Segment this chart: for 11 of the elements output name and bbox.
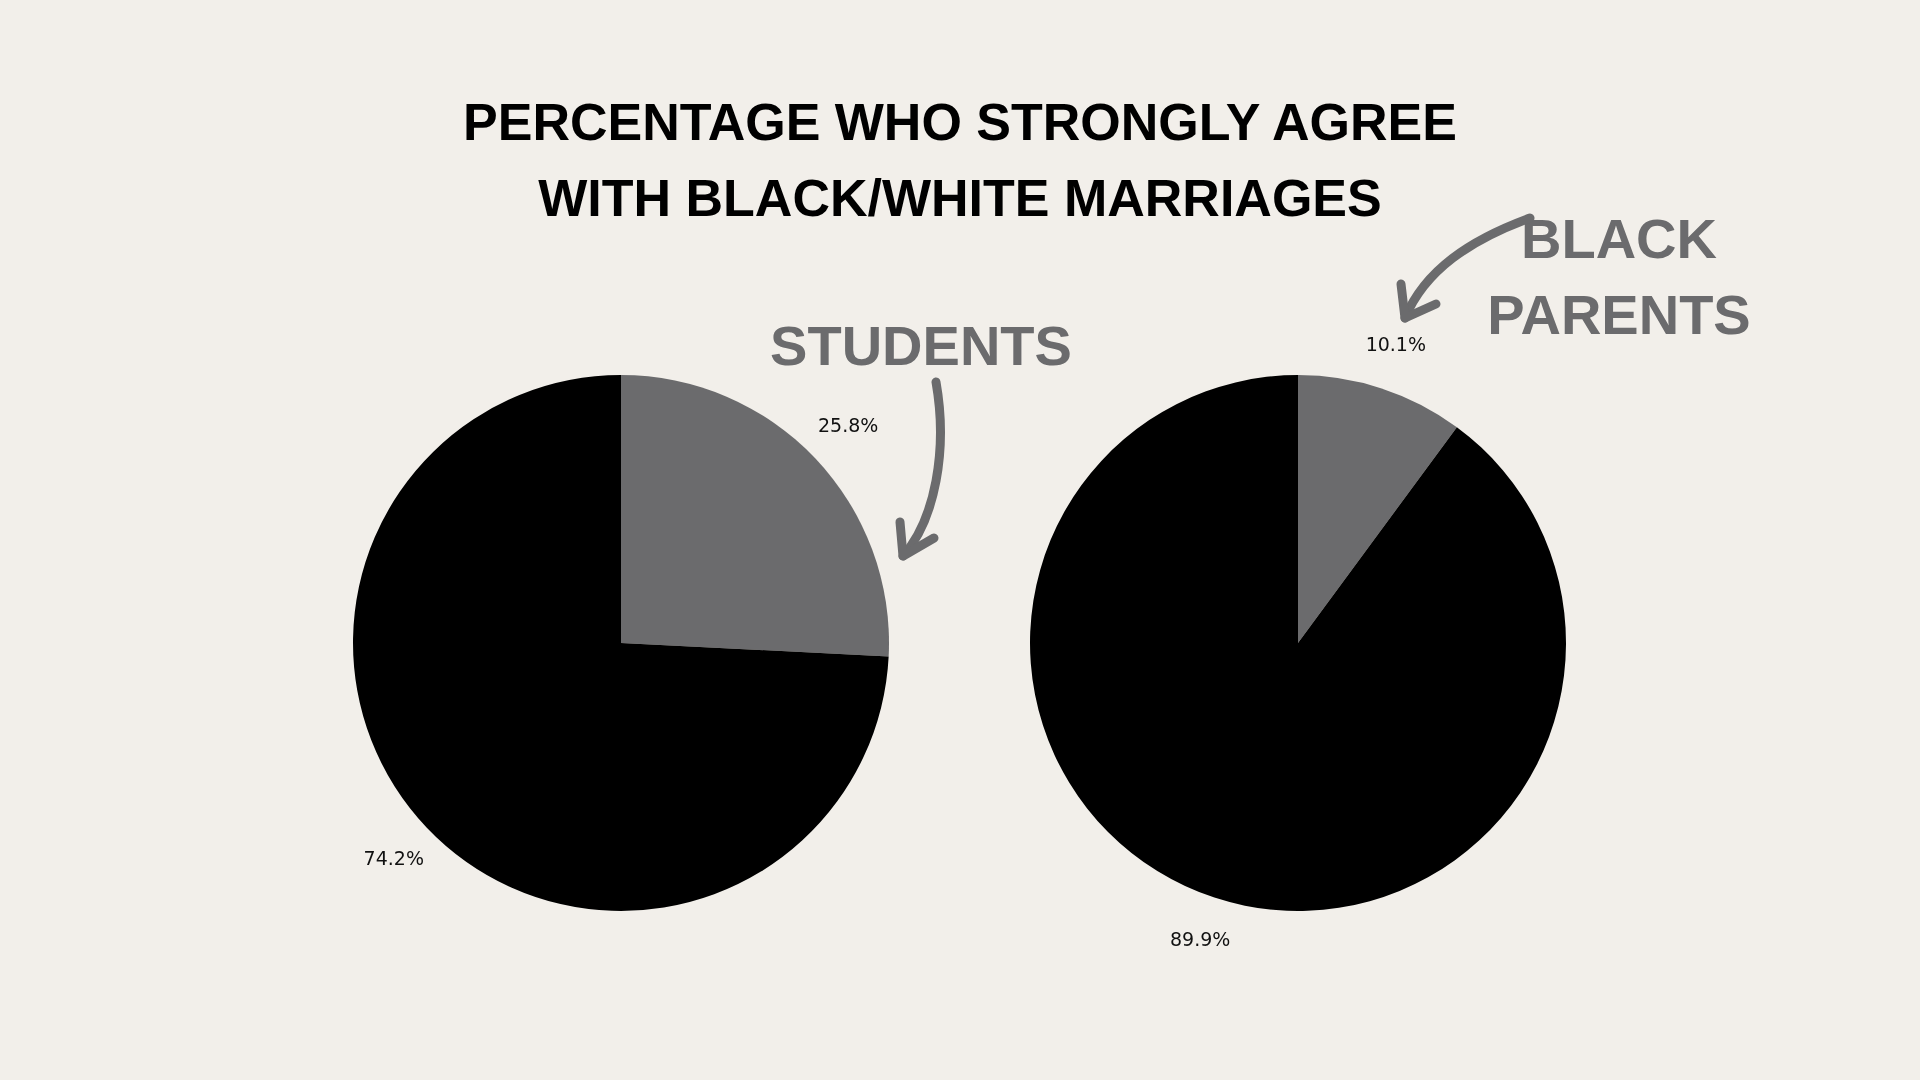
pie-slice xyxy=(353,375,889,911)
data-label: 10.1% xyxy=(1365,332,1427,355)
data-label: 89.9% xyxy=(1169,928,1231,951)
pie-slice xyxy=(621,375,889,657)
data-label: 25.8% xyxy=(818,414,879,437)
text: STUDENTS xyxy=(770,314,1072,377)
pie-slice xyxy=(1030,375,1566,911)
data-label: 74.2% xyxy=(363,846,424,869)
text: BLACK PARENTS xyxy=(1487,207,1751,346)
pie-slice xyxy=(1298,375,1457,643)
chart-title: PERCENTAGE WHO STRONGLY AGREE WITH BLACK/WHITE MARRIAGES xyxy=(463,93,1457,227)
